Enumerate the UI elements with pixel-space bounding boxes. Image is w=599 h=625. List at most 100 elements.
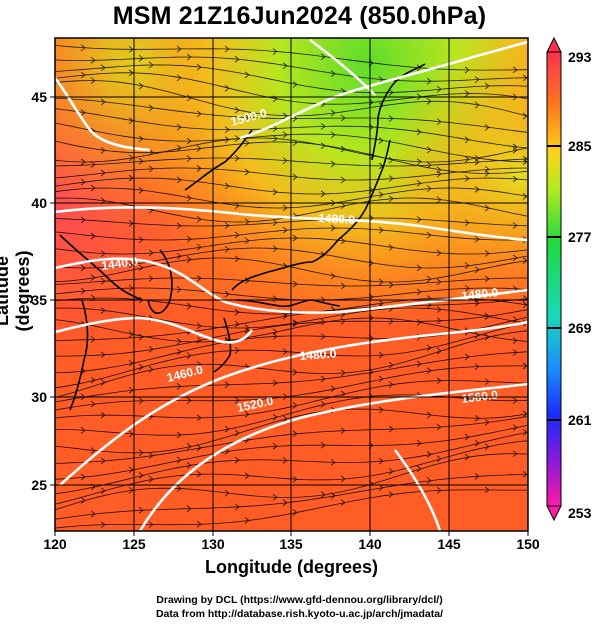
streamline-arrow: [416, 440, 422, 447]
streamline-arrow: [90, 447, 96, 454]
streamline-arrow: [426, 185, 432, 192]
streamline-arrow: [234, 397, 240, 404]
streamline-arrow: [292, 402, 298, 409]
y-tick-label: 35: [31, 292, 47, 308]
streamline-arrow: [512, 349, 518, 356]
streamline-arrow: [128, 466, 134, 474]
streamline-arrow: [282, 457, 288, 464]
streamline-arrow: [474, 299, 480, 307]
streamline-arrow: [378, 457, 384, 465]
streamline-arrow: [378, 351, 384, 359]
streamline-arrow: [176, 383, 182, 390]
streamline-arrow: [330, 224, 336, 232]
streamline-arrow: [522, 74, 528, 82]
streamline-arrow: [196, 336, 202, 344]
streamline-arrow: [176, 74, 182, 82]
streamline-arrow: [388, 195, 394, 202]
streamline-arrow: [148, 521, 154, 528]
streamline-arrow: [512, 222, 518, 229]
streamline-arrow: [416, 465, 422, 473]
streamline-arrow: [138, 333, 144, 341]
streamline-arrow: [100, 379, 106, 386]
streamline-arrow: [340, 475, 346, 483]
streamline-arrow: [522, 362, 528, 370]
streamline-arrow: [512, 337, 518, 344]
streamline-arrow: [234, 231, 240, 239]
streamline-arrow: [388, 175, 394, 182]
streamline-arrow: [138, 397, 144, 405]
streamline-arrow: [416, 288, 422, 296]
streamline-arrow: [426, 77, 432, 85]
streamline-arrow: [464, 285, 470, 292]
streamline-arrow: [426, 450, 432, 458]
streamline-arrow: [196, 274, 202, 282]
streamline-arrow: [436, 278, 442, 286]
credit-drawing: Drawing by DCL (https://www.gfd-dennou.o…: [156, 594, 443, 606]
streamline-arrow: [512, 254, 518, 262]
streamline-arrow: [80, 497, 86, 504]
streamline-arrow: [80, 287, 86, 295]
streamline-arrow: [196, 520, 202, 528]
streamline-arrow: [292, 320, 298, 328]
streamline-arrow: [340, 145, 346, 153]
streamline-arrow: [234, 503, 240, 511]
streamline-arrow: [484, 443, 490, 450]
y-tick-label: 25: [31, 477, 47, 493]
streamline-arrow: [186, 155, 192, 162]
streamline-arrow: [416, 179, 422, 187]
streamline-arrow: [282, 157, 288, 164]
streamline-arrow: [416, 128, 422, 136]
streamline-arrow: [80, 426, 86, 434]
streamline-arrow: [522, 155, 528, 163]
credit-data: Data from http://database.rish.kyoto-u.a…: [155, 608, 444, 620]
streamline-arrow: [100, 307, 106, 314]
streamline-arrow: [234, 202, 240, 210]
streamline-arrow: [512, 424, 518, 431]
streamline-arrow: [522, 429, 528, 436]
streamline-arrow: [474, 414, 480, 422]
streamline-arrow: [196, 322, 202, 330]
streamline-arrow: [224, 245, 230, 253]
streamline-arrow: [484, 82, 490, 90]
streamline-arrow: [176, 222, 182, 230]
streamline-arrow: [512, 450, 518, 458]
colorbar-labels: 293 285 277 269 261 253: [568, 49, 592, 521]
streamline-arrow: [340, 202, 346, 210]
streamline-arrow: [244, 71, 250, 79]
streamline-arrow: [176, 286, 182, 293]
streamline-arrow: [320, 333, 326, 340]
streamline-arrow: [148, 249, 154, 257]
streamline-arrow: [282, 204, 288, 212]
streamline-arrow: [244, 472, 250, 480]
streamline-arrow: [426, 146, 432, 154]
streamline-arrow: [244, 139, 250, 147]
streamline-arrow: [138, 264, 144, 272]
streamline-arrow: [484, 275, 490, 283]
streamline-arrow: [436, 85, 442, 93]
streamline-arrow: [224, 136, 230, 143]
streamline-arrow: [436, 487, 442, 494]
streamline-arrow: [196, 165, 202, 172]
streamline-arrow: [330, 459, 336, 466]
streamline-arrow: [128, 154, 134, 162]
streamline-arrow: [244, 114, 250, 121]
streamline-arrow: [196, 215, 202, 223]
streamline-arrow: [474, 76, 480, 83]
streamline-arrow: [80, 44, 86, 52]
streamline-arrow: [128, 261, 134, 268]
streamline-arrow: [138, 82, 144, 90]
streamline-arrow: [388, 381, 394, 388]
streamline-arrow: [320, 375, 326, 383]
streamline-arrow: [522, 301, 528, 309]
streamline-arrow: [282, 62, 288, 70]
streamline-arrow: [426, 231, 432, 239]
streamline-arrow: [234, 106, 240, 114]
streamline-arrow: [234, 320, 240, 328]
streamline-arrow: [436, 170, 442, 178]
streamline-arrow: [484, 486, 490, 494]
streamline-arrow: [90, 57, 96, 64]
contour-label: 1480.0: [299, 346, 337, 363]
y-tick-label: 30: [31, 389, 47, 405]
streamline-arrow: [330, 272, 336, 280]
